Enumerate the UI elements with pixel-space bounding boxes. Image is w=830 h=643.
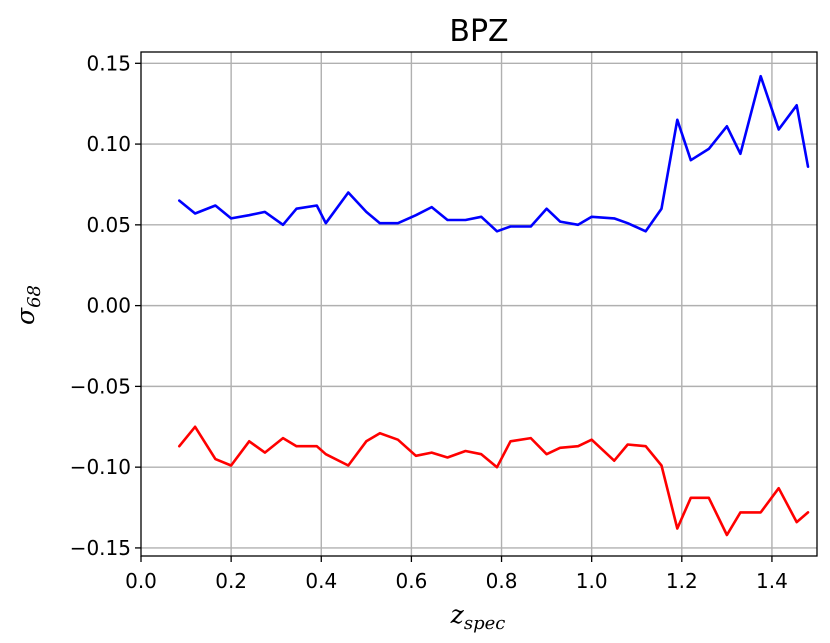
y-tick-label: 0.15 — [86, 51, 131, 75]
lower-series-line — [178, 425, 810, 537]
x-tick-label: 1.4 — [756, 569, 788, 593]
x-axis-label-main: z — [450, 600, 465, 629]
x-axis-label-sub: spec — [464, 613, 506, 634]
x-tick-label: 0.6 — [395, 569, 427, 593]
x-tick-label: 1.0 — [576, 569, 608, 593]
y-tick-label: −0.15 — [70, 536, 131, 560]
plot-frame — [140, 51, 818, 557]
x-tick-label: 0.0 — [125, 569, 157, 593]
y-axis-label: σ68 — [11, 285, 45, 325]
y-tick-label: 0.05 — [86, 213, 131, 237]
y-axis-label-sub: 68 — [24, 285, 45, 308]
series-layer — [178, 74, 810, 537]
x-tick-label: 0.8 — [486, 569, 518, 593]
grid-layer — [141, 52, 817, 556]
y-tick-label: −0.10 — [70, 455, 131, 479]
y-tick-label: −0.05 — [70, 374, 131, 398]
y-axis-label-main: σ — [11, 307, 40, 325]
x-tick-label: 0.2 — [215, 569, 247, 593]
tick-layer: 0.0 0.2 0.4 0.6 0.8 1.0 1.2 1.4 0.15 0.10 0.05 0.00… — [70, 51, 788, 593]
chart-title: BPZ — [449, 14, 508, 49]
upper-series-line — [178, 74, 810, 233]
y-tick-label: 0.00 — [86, 294, 131, 318]
x-tick-label: 0.4 — [305, 569, 337, 593]
x-tick-label: 1.2 — [666, 569, 698, 593]
y-tick-label: 0.10 — [86, 132, 131, 156]
x-axis-label: zspec — [450, 600, 506, 634]
